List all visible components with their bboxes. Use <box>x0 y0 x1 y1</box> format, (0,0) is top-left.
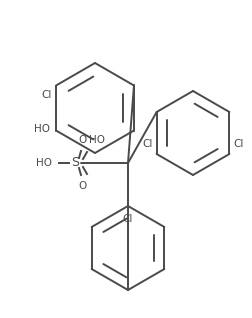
Text: HO: HO <box>89 135 105 145</box>
Text: O: O <box>79 135 87 145</box>
Text: S: S <box>71 156 79 169</box>
Text: Cl: Cl <box>122 214 133 224</box>
Text: HO: HO <box>36 158 52 168</box>
Text: O: O <box>79 181 87 191</box>
Text: Cl: Cl <box>232 139 243 149</box>
Text: HO: HO <box>34 123 50 134</box>
Text: Cl: Cl <box>42 89 52 100</box>
Text: Cl: Cl <box>142 139 152 149</box>
